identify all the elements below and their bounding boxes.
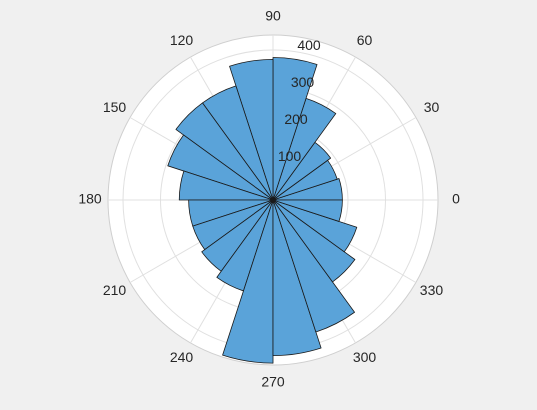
theta-tick-label-30: 30 xyxy=(424,99,440,115)
histogram-bar-16 xyxy=(272,199,355,333)
radial-tick-labels: 100 200 300 400 xyxy=(278,37,321,164)
histogram-bar-19 xyxy=(272,199,343,222)
r-tick-label-200: 200 xyxy=(284,111,308,127)
histogram-bar-5 xyxy=(229,58,274,201)
histogram-bar-9 xyxy=(178,170,274,201)
theta-tick-label-300: 300 xyxy=(353,349,377,365)
theta-tick-label-60: 60 xyxy=(357,32,373,48)
theta-tick-label-210: 210 xyxy=(103,282,127,298)
histogram-bar-17 xyxy=(272,199,356,283)
theta-tick-label-180: 180 xyxy=(78,191,102,207)
theta-tick-label-150: 150 xyxy=(103,99,127,115)
theta-tick-label-270: 270 xyxy=(261,374,285,390)
theta-tick-label-240: 240 xyxy=(170,349,194,365)
r-tick-label-100: 100 xyxy=(278,148,302,164)
histogram-bar-15 xyxy=(272,199,322,357)
theta-tick-label-90: 90 xyxy=(265,8,281,24)
r-tick-label-400: 400 xyxy=(297,37,321,53)
theta-tick-label-0: 0 xyxy=(452,191,460,207)
angular-tick-labels: 0 30 60 90 120 150 180 210 240 270 300 330 xyxy=(78,8,460,390)
histogram-bar-14 xyxy=(222,199,274,364)
r-tick-label-300: 300 xyxy=(291,74,315,90)
histogram-bar-8 xyxy=(167,134,274,201)
histogram-bar-4 xyxy=(272,57,318,201)
histogram-bar-7 xyxy=(175,102,274,201)
histogram-bar-18 xyxy=(272,199,358,253)
histogram-bars xyxy=(167,57,358,364)
center-point xyxy=(270,197,276,203)
theta-tick-label-120: 120 xyxy=(170,32,194,48)
theta-tick-label-330: 330 xyxy=(420,282,444,298)
